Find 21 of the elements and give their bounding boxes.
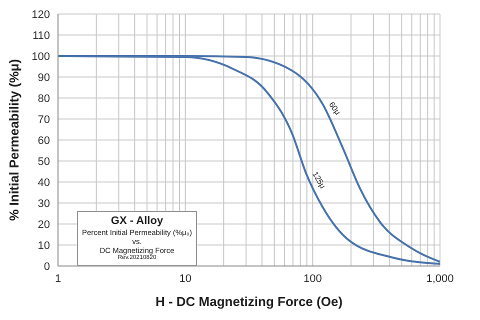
y-tick-label: 30 (38, 198, 50, 210)
text: 60μ (327, 100, 342, 117)
x-tick-label: 10 (179, 272, 192, 285)
y-tick-label: 40 (38, 176, 50, 189)
x-tick-label: 1 (54, 272, 62, 285)
y-tick-label: 90 (38, 72, 50, 84)
y-tick-label: 120 (32, 8, 50, 21)
y-tick-label: 80 (38, 92, 50, 105)
y-tick-label: 70 (38, 114, 50, 126)
y-tick-label: 60 (38, 134, 50, 147)
y-axis-title: % Initial Permeability (%μ) (6, 59, 22, 221)
y-tick-label: 10 (38, 240, 50, 252)
y-tick-label: 0 (44, 260, 50, 273)
x-axis-title: H - DC Magnetizing Force (Oe) (155, 294, 343, 309)
y-tick-label: 20 (38, 218, 50, 231)
y-tick-label: 50 (38, 156, 50, 168)
x-tick-label: 100 (303, 272, 322, 285)
y-tick-label: 110 (32, 30, 50, 42)
y-tick-label: 100 (32, 50, 50, 63)
annotation: GX - Alloy (110, 215, 164, 228)
x-tick-label: 1,000 (426, 272, 454, 285)
